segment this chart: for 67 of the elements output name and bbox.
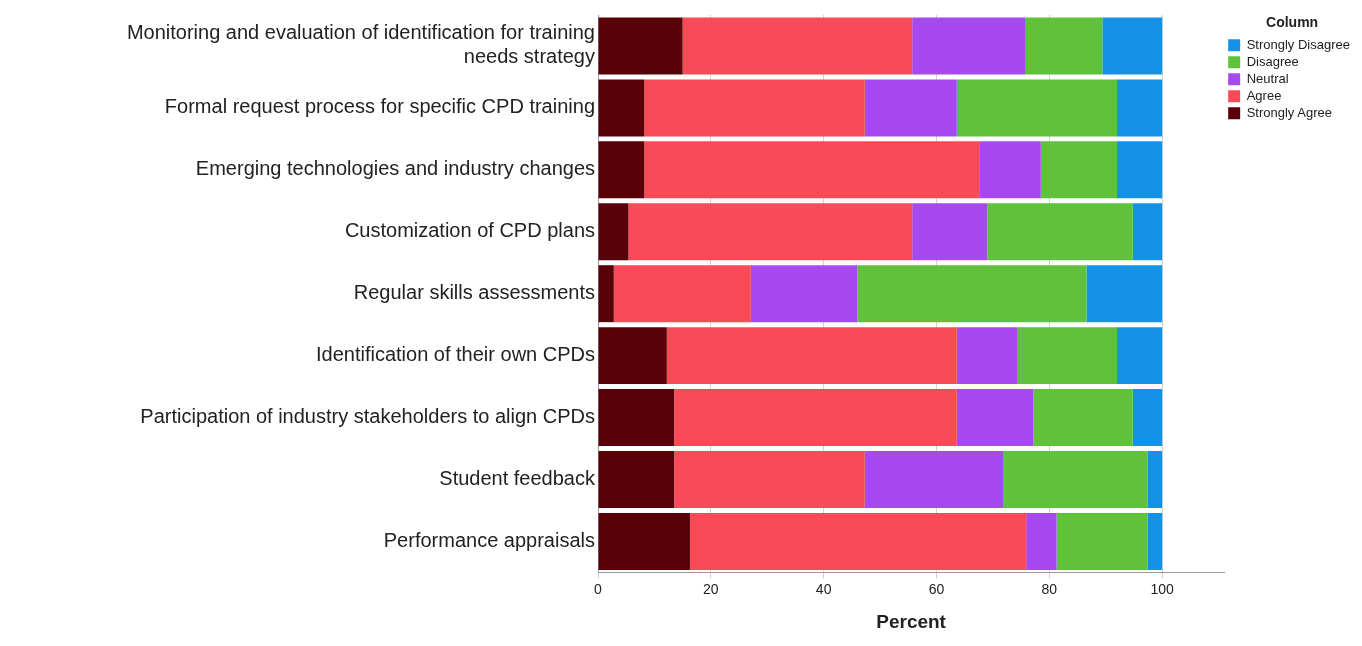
x-tick-label: 60 [928, 580, 945, 597]
bar [598, 203, 629, 261]
bar [598, 327, 667, 385]
bar [628, 203, 913, 261]
x-tick-label: 100 [1150, 580, 1175, 597]
x-tick-label: 40 [815, 580, 832, 597]
bar [979, 141, 1041, 199]
bar [1116, 79, 1163, 137]
legend-label: Disagree [1246, 53, 1299, 69]
bar [598, 512, 690, 570]
y-tick-label: Emerging technologies and industry changes [195, 157, 595, 180]
bar [598, 451, 675, 508]
legend-label: Strongly Agree [1246, 104, 1332, 120]
bar [912, 17, 1026, 75]
bar [857, 265, 1087, 323]
bar [864, 451, 1004, 508]
bar [644, 141, 980, 199]
x-axis-title: Percent [876, 610, 947, 632]
y-tick-label: Identification of their own CPDs [315, 343, 595, 366]
y-tick-label: Regular skills assessments [353, 281, 595, 304]
x-tick-label: 0 [594, 580, 603, 597]
bar [1086, 265, 1163, 323]
y-tick-label: Student feedback [439, 467, 596, 490]
bar [1026, 512, 1057, 570]
bar [666, 327, 957, 385]
bar [674, 451, 865, 508]
y-tick-label: Monitoring and evaluation of identification for training needs strategy [126, 21, 595, 68]
bar [689, 512, 1027, 570]
bar [1102, 17, 1163, 75]
bar [598, 141, 645, 199]
bar [1132, 389, 1163, 447]
bar [682, 17, 913, 75]
bar [674, 389, 957, 447]
bar [613, 265, 751, 323]
bar [598, 389, 675, 447]
bar [1056, 512, 1148, 570]
bar [864, 79, 957, 137]
legend-label: Strongly Disagree [1246, 36, 1350, 52]
bar [1147, 451, 1163, 508]
y-tick-label: Formal request process for specific CPD training [164, 95, 595, 118]
bar [598, 265, 614, 323]
bar [1132, 203, 1163, 261]
bar [1116, 141, 1163, 199]
bar [1003, 451, 1148, 508]
y-tick-label: Participation of industry stakeholders to align CPDs [140, 405, 595, 428]
bar [956, 327, 1018, 385]
x-tick-label: 80 [1041, 580, 1058, 597]
bar [644, 79, 865, 137]
bar [1033, 389, 1133, 447]
legend-label: Agree [1246, 87, 1282, 103]
bar [956, 389, 1034, 447]
bar [1116, 327, 1163, 385]
bar [956, 79, 1117, 137]
y-tick-label: Customization of CPD plans [344, 219, 595, 242]
bar [598, 17, 683, 75]
bar [912, 203, 988, 261]
bar [1017, 327, 1117, 385]
bar [750, 265, 858, 323]
bar [1147, 512, 1163, 570]
legend-title: Column [1266, 13, 1319, 30]
bar [1025, 17, 1103, 75]
x-tick-label: 20 [703, 580, 719, 597]
legend-label: Neutral [1246, 70, 1289, 86]
y-tick-label: Performance appraisals [383, 528, 595, 551]
bar [987, 203, 1133, 261]
bar [1040, 141, 1117, 199]
bar [598, 79, 645, 137]
